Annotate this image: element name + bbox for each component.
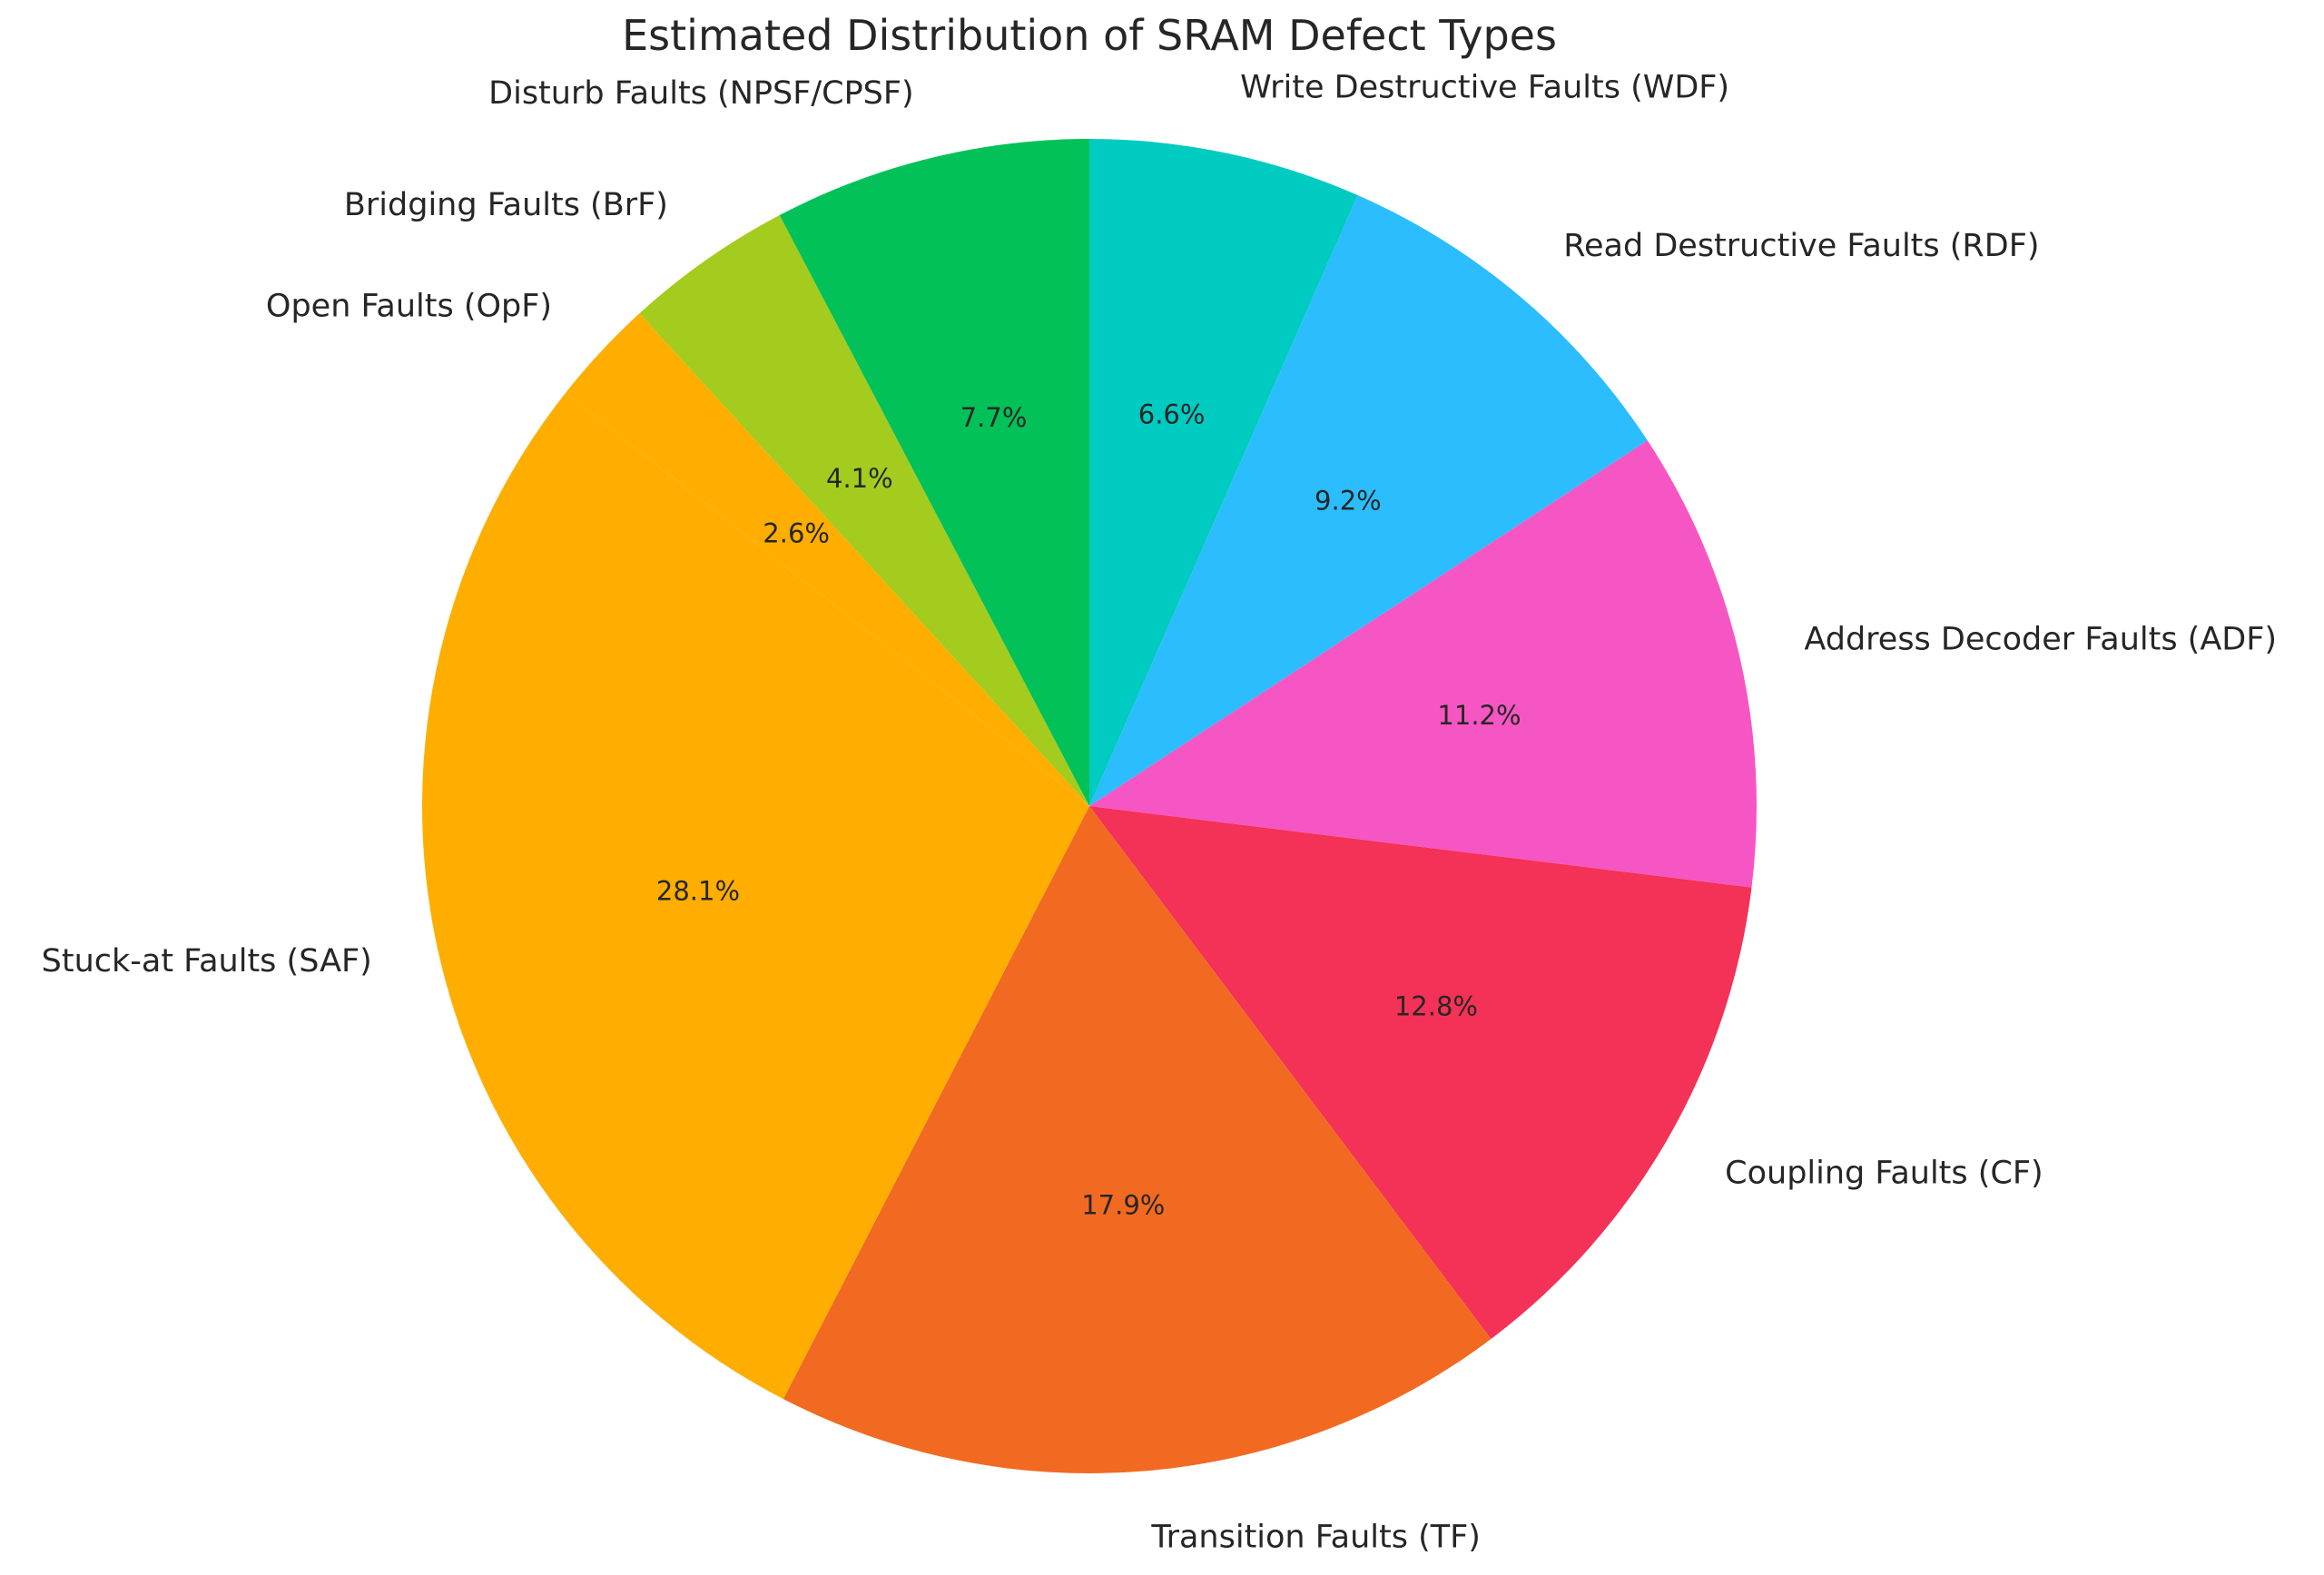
percent-label-write-destructive-faults-wdf: 6.6%: [1138, 399, 1206, 429]
category-label-open-faults-opf: Open Faults (OpF): [266, 288, 552, 324]
pie-slice-open-faults-opf: [565, 313, 1089, 807]
percent-label-coupling-faults-cf: 12.8%: [1394, 991, 1478, 1022]
category-label-transition-faults-tf: Transition Faults (TF): [1150, 1520, 1481, 1556]
category-label-write-destructive-faults-wdf: Write Destructive Faults (WDF): [1240, 70, 1729, 106]
percent-label-address-decoder-faults-adf: 11.2%: [1437, 700, 1521, 731]
percent-label-transition-faults-tf: 17.9%: [1081, 1189, 1165, 1220]
pie-slices: [421, 139, 1757, 1474]
percent-label-stuck-at-faults-saf: 28.1%: [656, 875, 740, 906]
percent-label-disturb-faults-npsf-cpsf: 7.7%: [960, 402, 1028, 433]
pie-slice-coupling-faults-cf: [1089, 806, 1752, 1339]
percent-labels: 6.6% 9.2% 11.2% 12.8% 17.9% 28.1% 2.6% 4.1% 7.7%: [656, 399, 1521, 1220]
pie-slice-read-destructive-faults-rdf: [1089, 195, 1648, 806]
pie-slice-transition-faults-tf: [783, 806, 1492, 1474]
category-label-bridging-faults-brf: Bridging Faults (BrF): [344, 187, 668, 223]
percent-label-read-destructive-faults-rdf: 9.2%: [1315, 485, 1382, 516]
percent-label-bridging-faults-brf: 4.1%: [826, 463, 893, 494]
category-label-read-destructive-faults-rdf: Read Destructive Faults (RDF): [1563, 228, 2039, 264]
category-label-coupling-faults-cf: Coupling Faults (CF): [1725, 1155, 2043, 1191]
category-label-disturb-faults-npsf-cpsf: Disturb Faults (NPSF/CPSF): [488, 75, 914, 112]
category-label-stuck-at-faults-saf: Stuck-at Faults (SAF): [42, 943, 372, 979]
pie-slice-disturb-faults-npsf-cpsf: [779, 139, 1089, 806]
pie-slice-bridging-faults-brf: [639, 215, 1089, 806]
pie-slice-address-decoder-faults-adf: [1089, 440, 1757, 888]
pie-slice-write-destructive-faults-wdf: [1089, 139, 1358, 806]
category-label-address-decoder-faults-adf: Address Decoder Faults (ADF): [1804, 622, 2277, 658]
percent-label-open-faults-opf: 2.6%: [763, 518, 830, 549]
pie-slice-stuck-at-faults-saf: [421, 392, 1089, 1400]
category-labels: Write Destructive Faults (WDF) Read Destr…: [42, 70, 2277, 1556]
chart-title: Estimated Distribution of SRAM Defect Ty…: [622, 11, 1557, 60]
